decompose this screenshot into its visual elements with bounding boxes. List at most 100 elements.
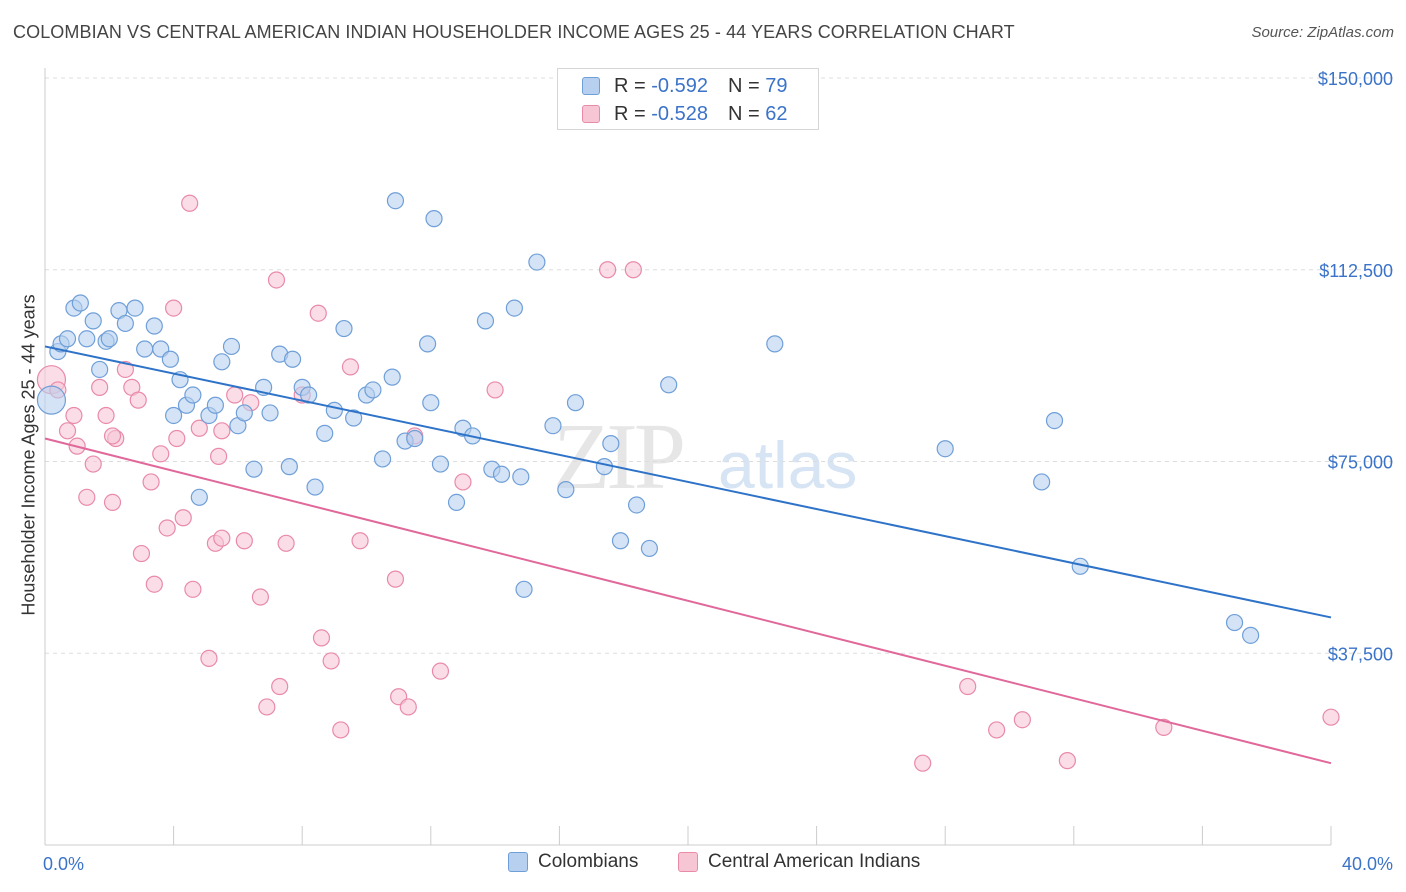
colombians-point [116, 314, 134, 333]
colombians-point [660, 376, 678, 394]
central-american-indians-point [251, 588, 270, 606]
colombians-point [557, 481, 575, 499]
central-american-indians-point [174, 509, 192, 527]
central-american-indians-trend-line [44, 437, 1332, 765]
y-tick-label: $37,500 [1328, 644, 1393, 664]
central-american-indians-point [129, 391, 147, 409]
central-american-indians-point [309, 304, 327, 322]
colombians-point [512, 468, 530, 486]
central-american-indians-point [351, 532, 369, 550]
central-american-indians-point [103, 493, 122, 512]
central-american-indians-point [168, 429, 186, 448]
central-american-indians-point [142, 473, 160, 491]
colombians-point [126, 299, 144, 317]
central-american-indians-point [341, 358, 360, 376]
colombians-point [515, 580, 533, 598]
legend-r-value: -0.592 [651, 74, 708, 97]
colombians-point [425, 210, 443, 228]
central-american-indians-point [1155, 718, 1173, 736]
colombians-point [595, 458, 614, 476]
watermark-atlas: atlas [718, 428, 857, 502]
colombians-point [936, 440, 954, 458]
central-american-indians-point [277, 534, 295, 552]
colombians-point [1225, 613, 1244, 632]
colombians-point [544, 417, 562, 435]
colombians-point [165, 406, 183, 425]
colombians-point [245, 460, 263, 478]
y-axis-label: Householder Income Ages 25 - 44 years [18, 294, 39, 616]
central-american-indians-point [988, 721, 1006, 739]
colombians-point [383, 368, 401, 386]
legend-r-label: R = [614, 74, 646, 97]
central-american-indians-point [158, 519, 176, 537]
central-american-indians-point [258, 698, 276, 716]
colombians-point [602, 435, 620, 453]
central-american-indians-point [152, 445, 170, 463]
central-american-indians-point [1322, 708, 1340, 726]
central-american-indians-point [431, 662, 450, 680]
central-american-indians-point [184, 580, 202, 598]
colombians-point [418, 335, 437, 353]
colombians-point [316, 424, 334, 442]
colombians-point [222, 337, 241, 356]
colombians-point [325, 401, 343, 419]
colombians-point [505, 299, 523, 317]
central-american-indians-point [190, 419, 208, 437]
colombians-point [190, 488, 208, 506]
legend-item-colombians[interactable]: Colombians [508, 851, 638, 873]
colombians-point [213, 353, 231, 371]
colombians-point [283, 350, 302, 368]
source-label: Source: ZipAtlas.com [1251, 24, 1394, 41]
central-american-indians-point [914, 754, 932, 772]
legend-n-value: 62 [765, 102, 788, 125]
colombians-point [640, 539, 659, 558]
central-american-indians-point [210, 447, 228, 465]
central-american-indians-point [486, 381, 504, 399]
central-american-indians-point [599, 261, 617, 279]
central-american-indians-point [103, 427, 122, 445]
colombians-point [145, 317, 163, 335]
colombians-point [78, 330, 96, 348]
central-american-indians-point [65, 406, 83, 425]
legend-swatch-blue [508, 852, 528, 872]
colombians-point [58, 330, 77, 348]
central-american-indians-point [116, 360, 134, 379]
central-american-indians-point [213, 422, 231, 440]
series-central-american-indians-points [36, 194, 1340, 772]
colombians-point [373, 450, 392, 468]
colombians-point [100, 330, 118, 348]
colombians-point [280, 458, 298, 476]
colombians-point [161, 350, 179, 368]
central-american-indians-point [165, 299, 183, 317]
colombians-point [431, 455, 450, 473]
y-tick-label: $75,000 [1328, 453, 1393, 473]
colombians-point [136, 340, 154, 358]
central-american-indians-point [235, 532, 253, 550]
series-legend: Colombians Central American Indians [0, 851, 1406, 879]
central-american-indians-point [213, 529, 231, 547]
central-american-indians-point [200, 649, 218, 667]
colombians-trend-line [44, 345, 1332, 619]
colombians-point [422, 394, 440, 412]
legend-r-value: -0.528 [651, 102, 708, 125]
legend-item-central-american-indians[interactable]: Central American Indians [678, 851, 920, 873]
colombians-point [206, 396, 224, 414]
colombians-point [261, 404, 279, 422]
central-american-indians-point [1013, 711, 1031, 729]
central-american-indians-point [84, 455, 102, 473]
axes [44, 68, 1332, 846]
colombians-point [1033, 473, 1051, 491]
colombians-point [345, 409, 363, 427]
central-american-indians-point [78, 488, 96, 506]
central-american-indians-point [132, 544, 151, 563]
colombians-point [611, 532, 630, 550]
colombians-point [1242, 626, 1260, 644]
legend-row-colombians: R = -0.592 N = 79 [582, 73, 787, 99]
legend-row-central-american-indians: R = -0.528 N = 62 [582, 101, 787, 127]
colombians-point [766, 335, 784, 353]
central-american-indians-point [145, 575, 163, 593]
watermark-zip: ZIP [553, 405, 683, 509]
colombians-point [335, 319, 353, 338]
y-tick-label: $150,000 [1318, 69, 1393, 89]
